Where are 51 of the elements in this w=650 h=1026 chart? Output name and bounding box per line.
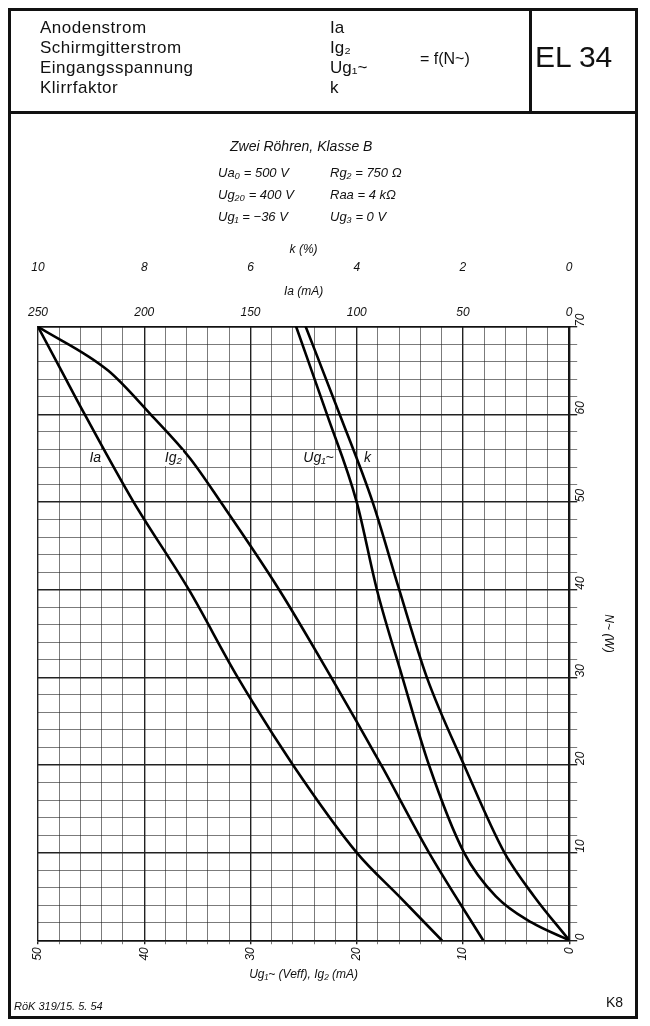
text: k — [330, 78, 339, 98]
x-tick-label: 20 — [349, 946, 364, 962]
y-tick-label: 40 — [572, 576, 587, 590]
x-axis-title: Ug₁~ (Veff), Ig₂ (mA) — [249, 967, 359, 982]
x-tick-label: 30 — [242, 946, 257, 961]
y-tick-label: 0 — [572, 933, 587, 941]
text: Ig₂ — [330, 38, 351, 58]
text: Ug₃ = 0 V — [330, 209, 387, 224]
series-label: k — [364, 448, 373, 465]
text: Schirmgitterstrom — [40, 38, 182, 58]
text: 4 — [353, 260, 361, 275]
text: Eingangsspannung — [40, 58, 194, 78]
text: Ug₁ = −36 V — [218, 209, 288, 224]
text: Ia — [330, 18, 345, 38]
x-tick-label: 40 — [136, 946, 151, 961]
text: RöK 319/15. 5. 54 — [14, 1000, 103, 1012]
y-tick-label: 30 — [572, 663, 587, 678]
text: 10 — [31, 260, 45, 275]
chart-subtitle: Zwei Röhren, Klasse B — [230, 138, 373, 154]
chart-title: EL 34 — [535, 40, 613, 74]
text: Ua₀ = 500 V — [218, 165, 289, 180]
y-tick-label: 10 — [572, 838, 587, 853]
text: 8 — [140, 260, 148, 275]
text: Ug₂₀ = 400 V — [218, 187, 294, 202]
text: K8 — [606, 994, 624, 1010]
text: 6 — [247, 260, 255, 275]
text: Anodenstrom — [40, 18, 147, 38]
series-label: Ia — [89, 448, 102, 465]
x-tick-label: 50 — [30, 946, 45, 961]
text: Klirrfaktor — [40, 78, 119, 98]
y-tick-label: 60 — [572, 400, 587, 415]
x2-axis-title: Ia (mA) — [283, 283, 324, 298]
y-axis-title: N~ (W) — [602, 614, 617, 653]
text: Ug₁~ — [330, 58, 368, 78]
text: k (%) — [289, 242, 318, 257]
x-tick-label: 0 — [561, 946, 576, 954]
y-tick-label: 20 — [572, 751, 587, 766]
y-tick-label: 50 — [572, 488, 587, 503]
x2-tick-label: 250 — [26, 304, 49, 319]
y-tick-label: 70 — [572, 313, 587, 327]
text: Raa = 4 kΩ — [330, 187, 396, 202]
x2-tick-label: 50 — [456, 304, 470, 319]
series-label: Ug₁~ — [303, 448, 334, 465]
x2-tick-label: 200 — [133, 304, 155, 319]
x2-tick-label: 100 — [346, 304, 368, 319]
text: = f(N~) — [420, 50, 470, 68]
text: 2 — [458, 260, 467, 275]
series-label: Ig₂ — [164, 448, 183, 465]
text: Rg₂ = 750 Ω — [330, 165, 402, 180]
x2-tick-label: 150 — [240, 304, 261, 319]
x-tick-label: 10 — [455, 946, 470, 961]
